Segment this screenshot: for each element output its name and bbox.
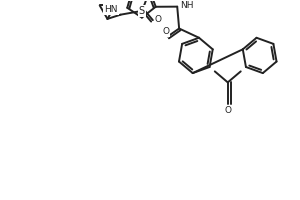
Text: O: O (224, 106, 231, 115)
Text: HN: HN (104, 5, 118, 14)
Text: NH: NH (180, 1, 194, 10)
Text: O: O (154, 15, 162, 24)
Text: S: S (139, 6, 145, 16)
Text: O: O (162, 27, 169, 36)
